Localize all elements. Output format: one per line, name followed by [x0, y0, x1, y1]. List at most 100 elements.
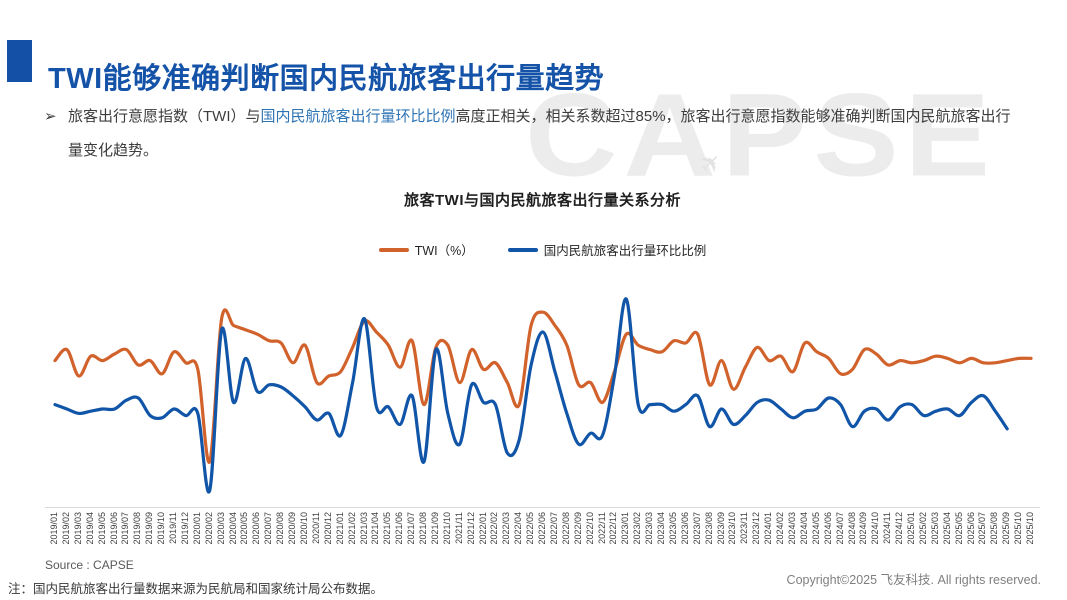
x-tick-label: 2019/01: [49, 512, 59, 545]
x-tick-label: 2025/04: [941, 512, 952, 545]
x-tick-label: 2024/02: [775, 512, 785, 545]
legend-item-ratio: 国内民航旅客出行量环比比例: [507, 240, 707, 259]
x-tick-label: 2023/07: [691, 512, 702, 545]
x-tick-label: 2023/10: [727, 512, 738, 545]
x-tick-label: 2024/09: [858, 512, 869, 545]
ratio-line-swatch: [507, 247, 538, 252]
x-tick-label: 2021/03: [358, 512, 369, 545]
footnote: 注：国内民航旅客出行量数据来源为民航局和国家统计局公布数据。: [8, 582, 384, 596]
x-tick-label: 2023/05: [667, 512, 678, 545]
x-tick-label: 2025/02: [917, 512, 928, 545]
x-tick-label: 2023/01: [620, 512, 631, 545]
x-tick-label: 2022/06: [537, 512, 547, 545]
x-tick-label: 2024/04: [798, 512, 809, 545]
copyright: Copyright©2025 飞友科技. All rights reserved…: [786, 573, 1041, 587]
x-tick-label: 2024/08: [846, 512, 857, 545]
x-tick-label: 2022/04: [513, 512, 524, 545]
twi-line-series: [53, 308, 1033, 464]
x-tick-label: 2021/02: [346, 512, 357, 545]
x-tick-label: 2025/05: [953, 512, 964, 545]
x-tick-label: 2020/08: [275, 512, 286, 545]
x-tick-label: 2019/08: [132, 512, 143, 545]
chart-legend: TWI（%） 国内民航旅客出行量环比比例: [45, 240, 1040, 259]
x-tick-label: 2020/02: [203, 512, 214, 545]
title-accent-square: [7, 40, 32, 82]
x-tick-label: 2025/08: [989, 512, 1000, 545]
x-tick-label: 2019/05: [96, 512, 107, 545]
x-tick-label: 2019/03: [72, 512, 83, 545]
bullet-text-plain-1: 旅客出行意愿指数（TWI）与: [68, 108, 261, 125]
x-tick-label: 2022/03: [501, 512, 512, 545]
source-label: Source : CAPSE: [45, 558, 134, 572]
x-tick-label: 2023/08: [703, 512, 714, 545]
x-tick-label: 2024/12: [894, 512, 905, 545]
x-tick-label: 2020/07: [263, 512, 274, 545]
x-tick-label: 2019/04: [84, 512, 95, 545]
x-tick-label: 2021/08: [418, 512, 428, 545]
page-title: TWI能够准确判断国内民航旅客出行量趋势: [48, 63, 605, 96]
x-tick-label: 2024/03: [787, 512, 797, 545]
x-tick-label: 2022/12: [608, 512, 619, 545]
bullet-text: 旅客出行意愿指数（TWI）与国内民航旅客出行量环比比例高度正相关，相关系数超过8…: [68, 100, 1022, 168]
x-tick-label: 2021/07: [406, 512, 417, 545]
x-tick-label: 2021/09: [429, 512, 440, 545]
x-tick-label: 2025/07: [977, 512, 988, 545]
x-tick-label: 2019/11: [168, 512, 178, 544]
twi-legend-label: TWI（%）: [414, 244, 474, 258]
x-tick-label: 2022/07: [548, 512, 559, 545]
x-tick-label: 2021/06: [394, 512, 405, 545]
x-tick-label: 2022/08: [560, 512, 571, 545]
x-tick-label: 2020/06: [251, 512, 262, 545]
x-tick-label: 2022/01: [477, 512, 488, 545]
x-tick-label: 2019/12: [179, 512, 190, 545]
x-tick-label: 2019/09: [144, 512, 155, 545]
x-tick-label: 2019/10: [156, 512, 167, 545]
x-tick-label: 2020/12: [322, 512, 333, 545]
x-tick-label: 2023/03: [644, 512, 655, 545]
x-tick-label: 2023/04: [656, 512, 666, 545]
x-tick-label: 2023/02: [632, 512, 643, 545]
x-tick-label: 2020/09: [287, 512, 297, 545]
x-tick-label: 2020/11: [310, 512, 321, 544]
capse-watermark: CAPSE: [525, 69, 996, 202]
x-tick-label: 2019/06: [108, 512, 119, 545]
bullet-text-plain-2: 高度正相关，相关系数超过85%，旅客出行意愿指数能够准确判断国内民航旅客出行量变…: [68, 108, 1011, 159]
x-tick-label: 2023/12: [751, 512, 762, 545]
x-tick-label: 2023/11: [739, 512, 750, 544]
x-tick-label: 2024/10: [870, 512, 881, 545]
x-tick-label: 2021/05: [382, 512, 393, 545]
x-tick-label: 2020/10: [299, 512, 309, 545]
x-tick-label: 2021/01: [334, 512, 345, 545]
bullet-arrow-icon: ➢: [44, 108, 57, 125]
bullet-text-highlight: 国内民航旅客出行量环比比例: [260, 108, 456, 125]
x-tick-label: 2025/01: [906, 512, 916, 545]
x-tick-label: 2024/05: [810, 512, 821, 545]
x-tick-label: 2019/07: [120, 512, 131, 545]
x-tick-label: 2025/03: [929, 512, 940, 545]
x-tick-label: 2020/03: [215, 512, 226, 545]
key-finding-paragraph: ➢ 旅客出行意愿指数（TWI）与国内民航旅客出行量环比比例高度正相关，相关系数超…: [44, 100, 1022, 168]
x-tick-label: 2022/10: [584, 512, 595, 545]
x-tick-label: 2020/01: [191, 512, 202, 545]
x-tick-label: 2025/09: [1001, 512, 1012, 545]
x-tick-label: 2022/02: [489, 512, 500, 545]
x-tick-label: 2024/06: [822, 512, 833, 545]
ratio-line-series: [53, 297, 1009, 494]
twi-line-swatch: [378, 247, 409, 252]
x-tick-label: 2024/11: [882, 512, 893, 544]
legend-item-twi: TWI（%）: [378, 240, 474, 259]
x-tick-label: 2020/04: [227, 512, 238, 545]
x-tick-label: 2024/01: [763, 512, 774, 545]
x-tick-label: 2025/06: [965, 512, 976, 545]
x-tick-label: 2024/07: [834, 512, 845, 545]
x-tick-label: 2021/11: [453, 512, 464, 544]
x-tick-label: 2021/04: [370, 512, 381, 545]
x-tick-label: 2020/05: [239, 512, 250, 545]
x-tick-label: 2021/12: [465, 512, 476, 545]
x-tick-label: 2022/09: [572, 512, 583, 545]
ratio-legend-label: 国内民航旅客出行量环比比例: [543, 244, 707, 258]
x-tick-label: 2022/05: [525, 512, 536, 545]
x-tick-label: 2021/10: [441, 512, 452, 545]
x-tick-label: 2022/11: [596, 512, 607, 544]
